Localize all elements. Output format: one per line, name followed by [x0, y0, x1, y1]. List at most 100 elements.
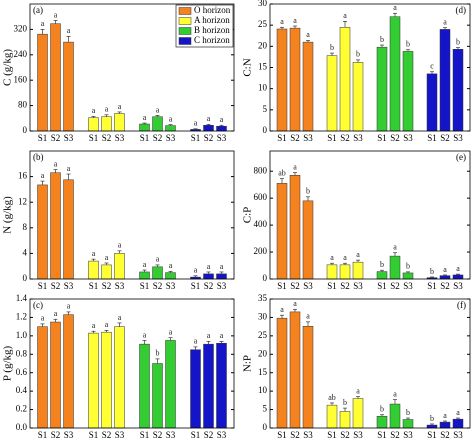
- significance-letter: a: [105, 320, 109, 329]
- y-tick-label: 12: [18, 196, 27, 206]
- x-tick-label: S2: [102, 133, 112, 143]
- bar: [88, 332, 99, 429]
- bar: [439, 421, 451, 429]
- y-tick-label: 800: [254, 165, 268, 175]
- legend-label: O horizon: [194, 5, 231, 15]
- x-tick-label: S1: [140, 430, 150, 440]
- bar: [302, 326, 314, 429]
- legend-label: A horizon: [194, 15, 230, 25]
- bar: [276, 317, 288, 429]
- bar: [139, 343, 150, 429]
- bar: [276, 183, 288, 280]
- x-tick-label: S1: [191, 430, 201, 440]
- plot-frame: [269, 150, 471, 280]
- significance-letter: a: [343, 253, 347, 262]
- significance-letter: a: [92, 321, 96, 330]
- bar: [402, 51, 414, 132]
- y-tick-label: 15: [258, 62, 268, 72]
- x-tick-label: S1: [38, 133, 48, 143]
- y-tick-label: 0: [263, 273, 268, 283]
- bar: [101, 264, 112, 280]
- y-tick-label: 80: [18, 100, 28, 110]
- bar: [302, 200, 314, 280]
- significance-letter: a: [105, 253, 109, 262]
- significance-letter: a: [156, 105, 160, 114]
- bar: [389, 403, 401, 429]
- x-tick-label: S3: [403, 430, 413, 440]
- bar: [276, 28, 288, 132]
- significance-letter: b: [430, 267, 434, 276]
- significance-letter: b: [456, 37, 460, 46]
- y-tick-label: 10: [258, 385, 268, 395]
- significance-letter: a: [393, 243, 397, 252]
- significance-letter: a: [143, 260, 147, 269]
- x-tick-label: S3: [353, 281, 363, 291]
- y-tick-label: 1.2: [16, 311, 27, 321]
- significance-letter: b: [406, 408, 410, 417]
- x-tick-label: S2: [204, 133, 214, 143]
- y-tick-label: 400: [254, 219, 268, 229]
- significance-letter: a: [343, 11, 347, 20]
- significance-letter: b: [430, 414, 434, 423]
- y-tick-label: 15: [258, 367, 268, 377]
- bar: [165, 340, 176, 429]
- bar: [376, 415, 388, 429]
- y-tick-label: 0: [23, 125, 28, 135]
- significance-letter: a: [41, 19, 45, 28]
- x-tick-label: S3: [303, 281, 313, 291]
- bar: [190, 349, 201, 429]
- x-tick-label: S2: [102, 430, 112, 440]
- significance-letter: a: [169, 261, 173, 270]
- x-tick-label: S2: [153, 430, 163, 440]
- plot-frame: [29, 298, 235, 429]
- x-tick-label: S3: [403, 133, 413, 143]
- x-tick-label: S1: [140, 133, 150, 143]
- significance-letter: a: [443, 18, 447, 27]
- significance-letter: a: [194, 119, 198, 128]
- y-tick-label: 20: [258, 40, 268, 50]
- panel-label: (c): [33, 300, 43, 310]
- panel-label: (e): [456, 152, 466, 162]
- bar: [326, 55, 338, 132]
- x-tick-label: S3: [217, 281, 227, 291]
- x-tick-label: S1: [89, 430, 99, 440]
- plot-frame: [269, 298, 471, 429]
- y-tick-label: 35: [258, 293, 268, 303]
- x-tick-label: S1: [427, 133, 437, 143]
- significance-letter: a: [393, 389, 397, 398]
- x-tick-label: S2: [440, 281, 450, 291]
- bar: [302, 41, 314, 132]
- significance-letter: a: [207, 114, 211, 123]
- plot-frame: [269, 3, 471, 132]
- x-tick-label: S1: [277, 281, 287, 291]
- bar: [402, 272, 414, 280]
- x-tick-label: S1: [327, 281, 337, 291]
- y-tick-label: 600: [254, 192, 268, 202]
- x-tick-label: S3: [115, 430, 125, 440]
- bar: [452, 418, 464, 429]
- y-tick-label: 20: [258, 348, 268, 358]
- x-tick-label: S2: [290, 133, 300, 143]
- significance-letter: b: [380, 260, 384, 269]
- significance-letter: a: [456, 408, 460, 417]
- significance-letter: a: [220, 331, 224, 340]
- bar: [152, 266, 163, 280]
- significance-letter: a: [194, 337, 198, 346]
- significance-letter: b: [330, 43, 334, 52]
- bar: [326, 264, 338, 280]
- x-tick-label: S3: [166, 430, 176, 440]
- significance-letter: b: [343, 398, 347, 407]
- x-tick-label: S1: [38, 281, 48, 291]
- x-tick-label: S2: [440, 133, 450, 143]
- y-tick-label: 25: [258, 330, 268, 340]
- x-tick-label: S1: [191, 133, 201, 143]
- x-tick-label: S2: [51, 281, 61, 291]
- y-tick-label: 5: [263, 404, 268, 414]
- significance-letter: b: [406, 262, 410, 271]
- bar: [376, 46, 388, 132]
- bar: [152, 116, 163, 132]
- y-tick-label: 0.0: [16, 422, 28, 432]
- bar: [389, 16, 401, 132]
- x-tick-label: S2: [102, 281, 112, 291]
